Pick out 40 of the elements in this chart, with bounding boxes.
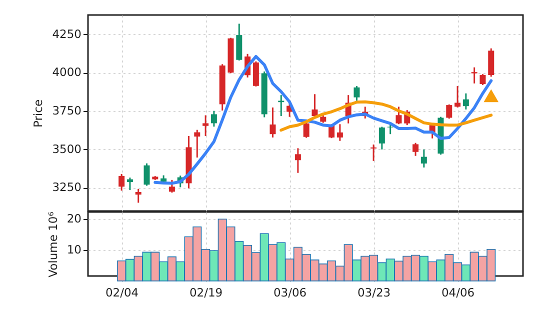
y-tick-label: 3750: [52, 104, 82, 118]
candlestick: [312, 93, 318, 118]
candlestick: [420, 148, 427, 168]
x-tick-label: 02/04: [105, 286, 139, 300]
candlestick: [370, 144, 377, 162]
candlestick: [194, 129, 200, 158]
candlestick: [480, 73, 486, 86]
candlestick: [454, 85, 461, 108]
candlestick: [126, 176, 133, 191]
candlestick: [294, 147, 301, 174]
candlestick: [135, 188, 142, 204]
x-tick-label: 03/06: [273, 286, 307, 300]
y-tick-label: 3250: [52, 180, 82, 194]
candlestick: [462, 92, 469, 110]
candlestick: [210, 110, 217, 128]
candlestick: [412, 142, 419, 157]
candlestick: [118, 173, 125, 192]
y-tick-label: 10: [66, 242, 82, 257]
candlestick: [336, 123, 343, 142]
y-tick-label: 4250: [52, 26, 82, 41]
candlestick: [303, 120, 310, 139]
candlestick: [168, 179, 175, 194]
candlestick: [202, 114, 209, 137]
candlestick: [396, 106, 402, 125]
candlestick: [471, 66, 478, 84]
candlestick: [252, 60, 259, 88]
x-tick-label: 02/19: [189, 286, 223, 300]
candlestick: [144, 162, 150, 186]
candlestick: [354, 85, 360, 102]
line-series: [280, 100, 493, 132]
x-tick-label: 04/06: [441, 286, 475, 300]
candlestick: [378, 126, 385, 150]
x-tick-label: 03/23: [357, 286, 391, 300]
y-axis-title: Price: [31, 99, 46, 128]
y-tick-label: 20: [66, 212, 82, 226]
y-axis-title: Volume 10⁶: [46, 211, 60, 278]
y-tick-label: 3500: [52, 142, 82, 156]
y-tick-label: 4000: [52, 65, 82, 80]
candlestick: [270, 106, 276, 138]
candlestick: [446, 104, 452, 120]
